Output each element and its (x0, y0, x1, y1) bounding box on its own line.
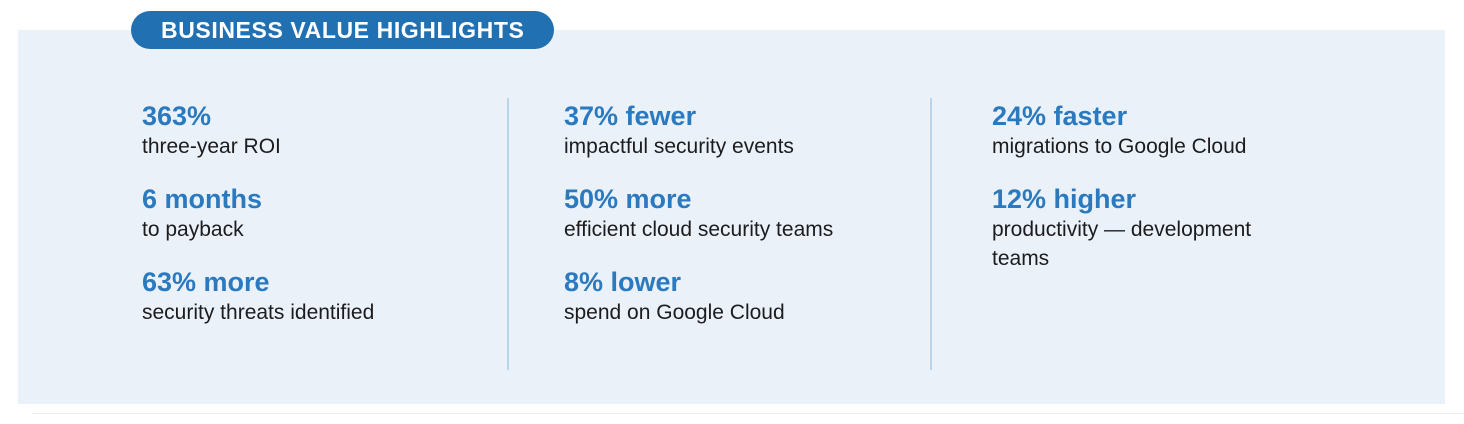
highlights-panel (18, 30, 1445, 404)
section-badge-label: BUSINESS VALUE HIGHLIGHTS (161, 16, 525, 43)
stat-value: 37% fewer (564, 101, 697, 131)
stats-column-3: 24% faster migrations to Google Cloud 12… (992, 100, 1302, 295)
column-divider-2 (930, 98, 932, 370)
stats-column-1: 363% three-year ROI 6 months to payback … (142, 100, 507, 349)
stat-value: 50% more (564, 184, 692, 214)
stat-payback: 6 months to payback (142, 183, 507, 244)
stat-fewer-security-events: 37% fewer impactful security events (564, 100, 930, 161)
page-bottom-rule (32, 413, 1464, 414)
stat-value: 6 months (142, 184, 263, 214)
stats-columns: 363% three-year ROI 6 months to payback … (0, 30, 1464, 370)
stat-label: productivity — development teams (992, 218, 1252, 270)
stat-value: 8% lower (564, 267, 682, 297)
stat-label: spend on Google Cloud (564, 301, 785, 324)
stat-label: impactful security events (564, 135, 794, 158)
stat-value: 12% higher (992, 184, 1137, 214)
stat-value: 24% faster (992, 101, 1128, 131)
section-badge: BUSINESS VALUE HIGHLIGHTS (131, 11, 555, 49)
stat-efficient-security-teams: 50% more efficient cloud security teams (564, 183, 930, 244)
stats-column-2: 37% fewer impactful security events 50% … (509, 100, 930, 349)
stat-label: to payback (142, 218, 244, 241)
stat-label: security threats identified (142, 301, 375, 324)
stat-value: 363% (142, 101, 212, 131)
stat-value: 63% more (142, 267, 270, 297)
stat-three-year-roi: 363% three-year ROI (142, 100, 507, 161)
stat-lower-spend: 8% lower spend on Google Cloud (564, 266, 930, 327)
stat-label: three-year ROI (142, 135, 281, 158)
stat-threats-identified: 63% more security threats identified (142, 266, 507, 327)
stat-label: efficient cloud security teams (564, 218, 834, 241)
stat-label: migrations to Google Cloud (992, 135, 1247, 158)
stat-higher-productivity: 12% higher productivity — development te… (992, 183, 1302, 273)
column-divider-1 (507, 98, 509, 370)
stat-faster-migrations: 24% faster migrations to Google Cloud (992, 100, 1302, 161)
